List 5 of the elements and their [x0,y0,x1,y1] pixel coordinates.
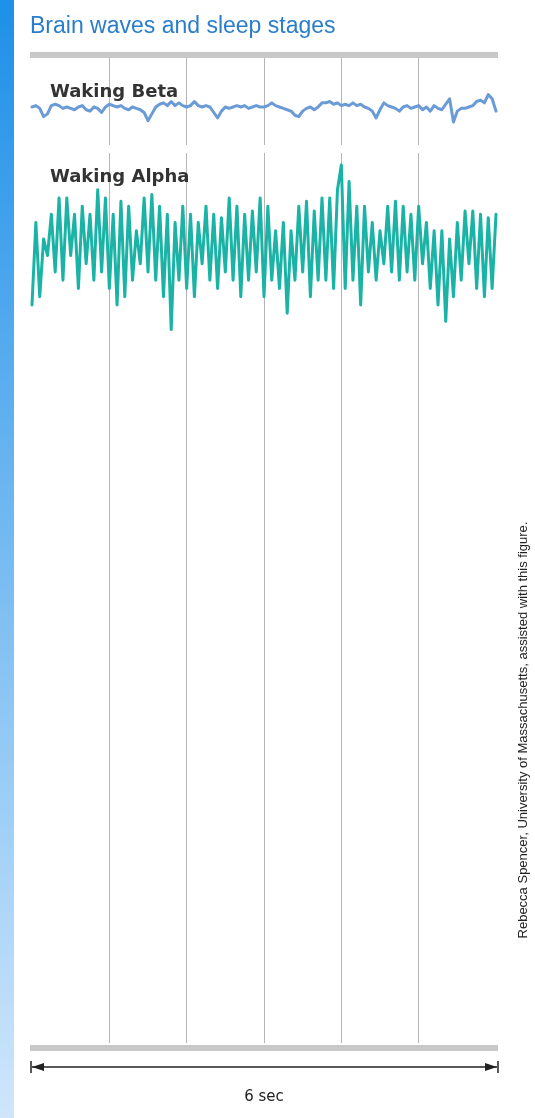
chart-title: Waking Alpha [50,164,190,186]
chart-title: Brain waves and sleep stages [30,12,336,39]
text: Rebecca Spencer, University of Massachusetts, assisted with this figure. [514,521,530,939]
x-axis-title: 6 sec [244,1086,284,1105]
chart-subtitle: Waking Beta [50,79,179,101]
